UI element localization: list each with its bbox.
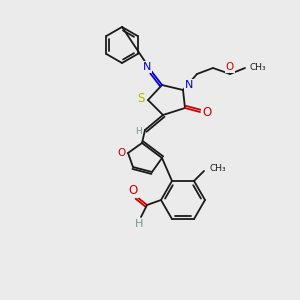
Text: N: N [143, 62, 151, 72]
Text: O: O [226, 62, 234, 72]
Text: N: N [185, 80, 193, 90]
Text: CH₃: CH₃ [250, 62, 267, 71]
Text: O: O [117, 148, 125, 158]
Text: H: H [135, 219, 143, 229]
Text: O: O [202, 106, 211, 118]
Text: CH₃: CH₃ [210, 164, 226, 173]
Text: O: O [128, 184, 138, 197]
Text: S: S [137, 92, 145, 104]
Text: H: H [135, 127, 141, 136]
